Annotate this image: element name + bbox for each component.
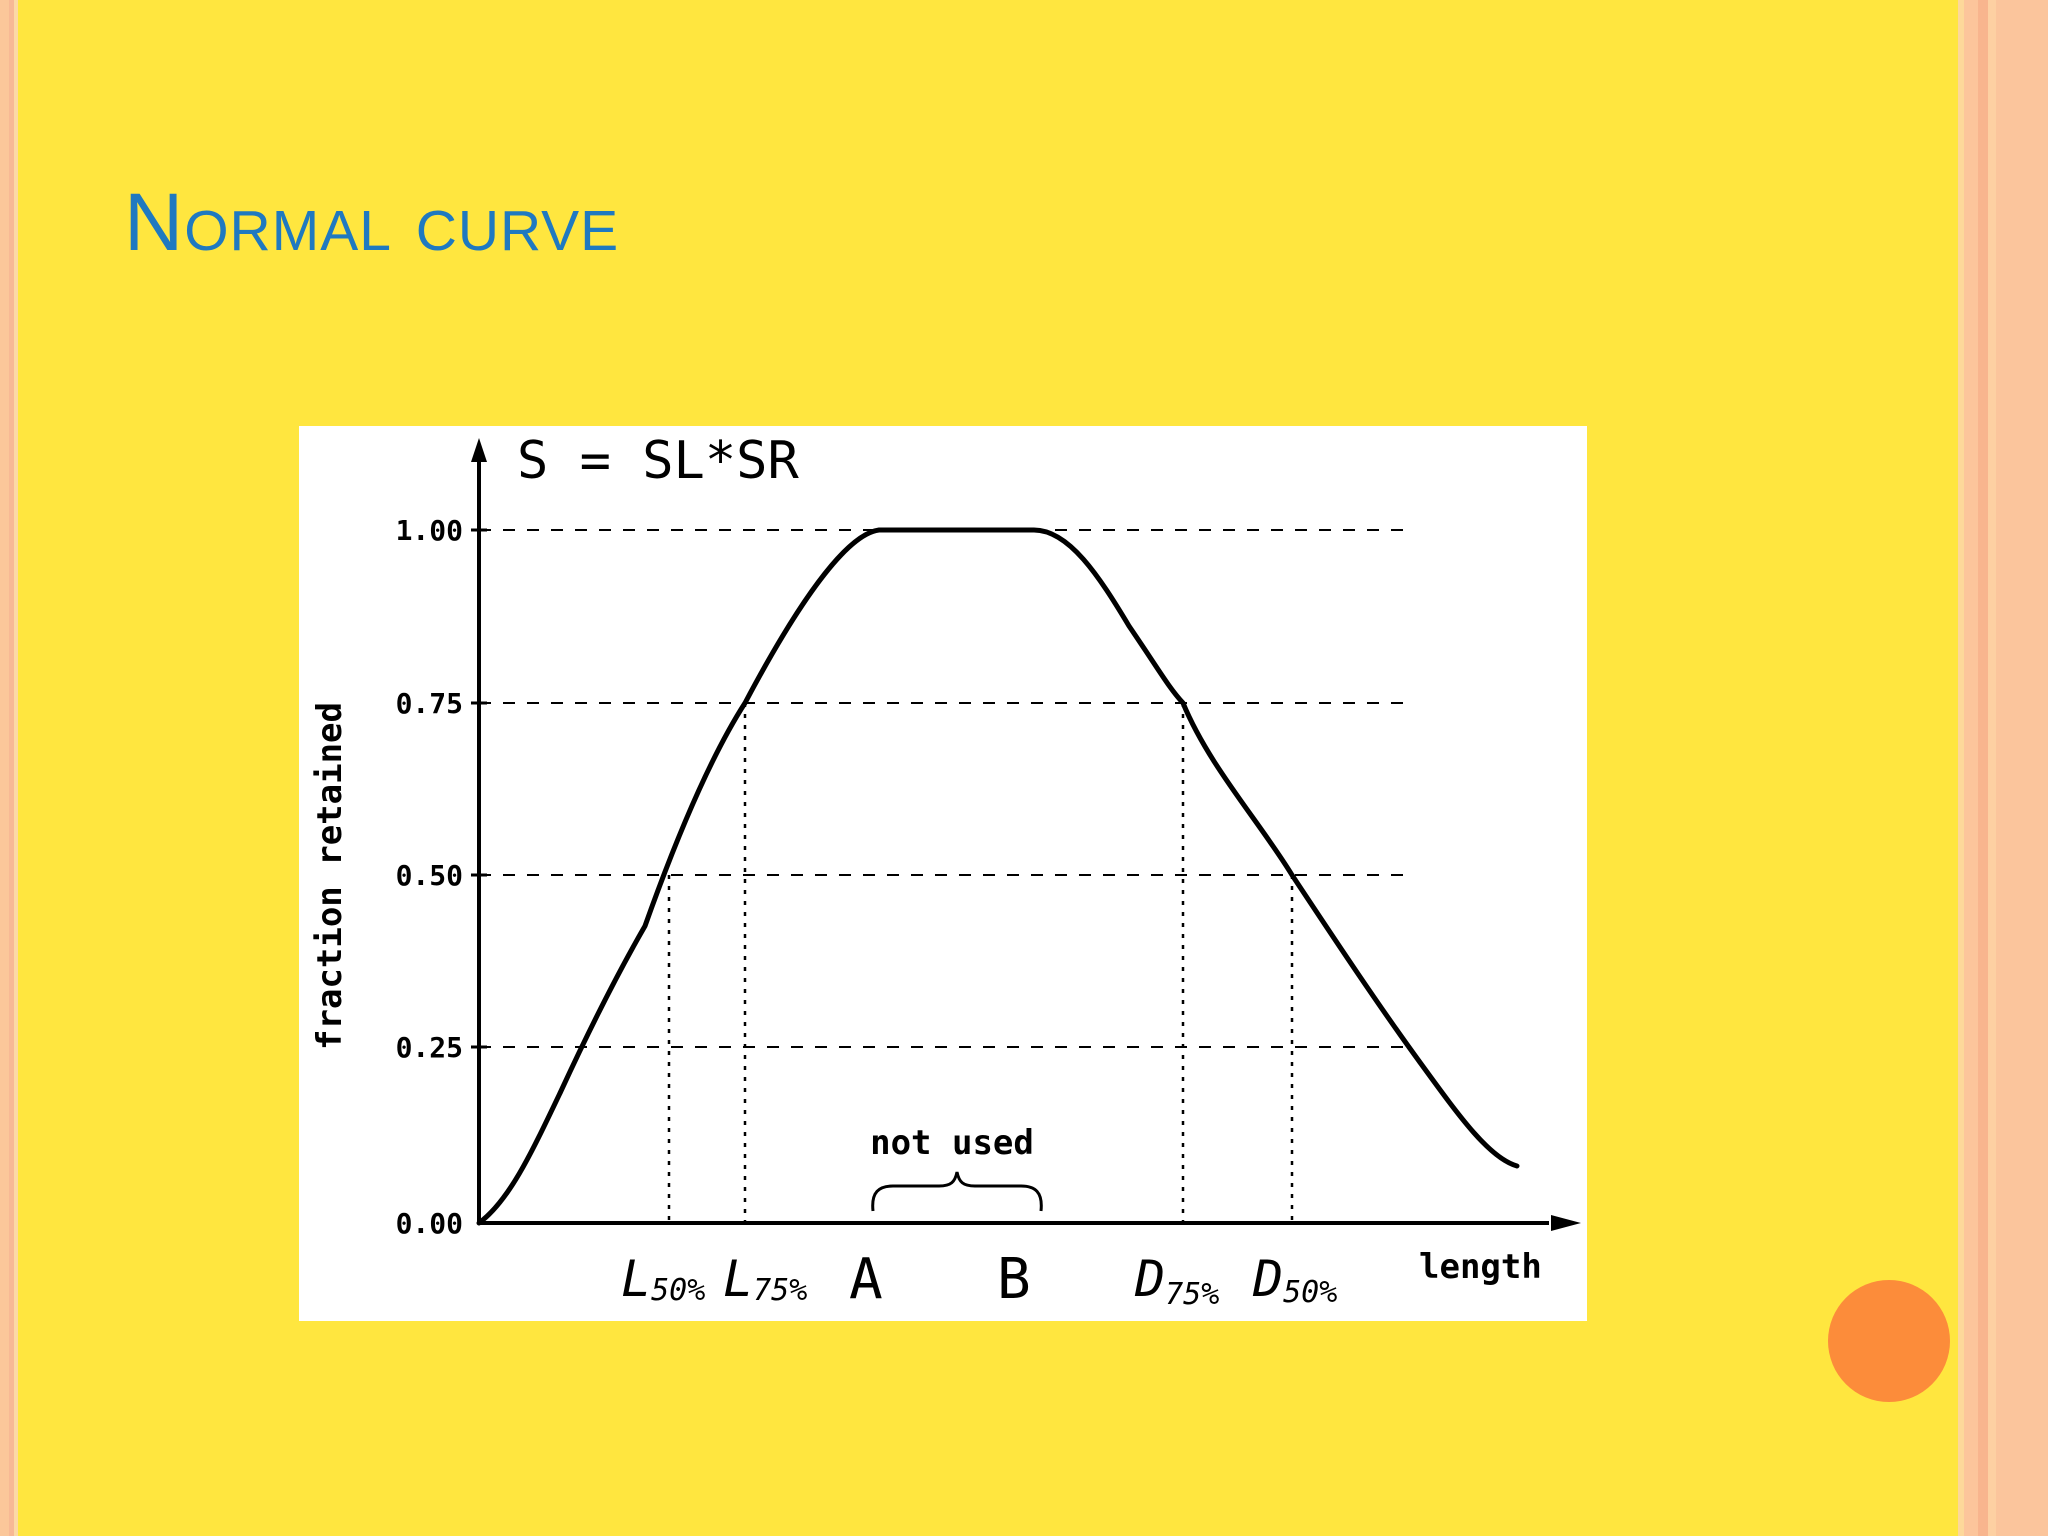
marker-a: A [849,1247,883,1312]
y-tick-label: 0.00 [396,1207,463,1240]
marker-d75: D75% [1134,1250,1219,1312]
border-stripe [14,0,18,1536]
formula-label: S = SL*SR [517,431,799,491]
border-stripe [1988,0,1996,1536]
slide-title: Normal curve [124,177,620,268]
x-axis-label: length [1419,1247,1542,1287]
border-stripe [9,0,14,1536]
border-stripe [0,0,9,1536]
y-tick-label: 0.25 [396,1031,463,1064]
border-stripe [1996,0,2048,1536]
border-stripe [1964,0,1978,1536]
not-used-brace [871,1171,1043,1212]
x-axis-arrow [1551,1215,1581,1231]
marker-b: B [997,1247,1031,1312]
not-used-label: not used [870,1123,1034,1163]
border-stripe [1978,0,1988,1536]
y-axis-arrow [471,438,487,462]
y-axis-label: fraction retained [310,702,350,1050]
marker-l75: L75% [723,1250,807,1308]
selectivity-figure: S = SL*SR 1.00 0.75 0.50 0.25 0.00 fract… [299,426,1587,1321]
border-stripe [1958,0,1964,1536]
selectivity-diagram: S = SL*SR 1.00 0.75 0.50 0.25 0.00 fract… [310,431,1581,1312]
decorative-circle [1828,1280,1950,1402]
selectivity-curve [476,527,1520,1226]
y-tick-label: 0.75 [396,687,463,720]
marker-d50: D50% [1252,1250,1337,1310]
marker-l50: L50% [621,1250,705,1308]
y-tick-label: 1.00 [396,514,463,547]
y-tick-label: 0.50 [396,859,463,892]
